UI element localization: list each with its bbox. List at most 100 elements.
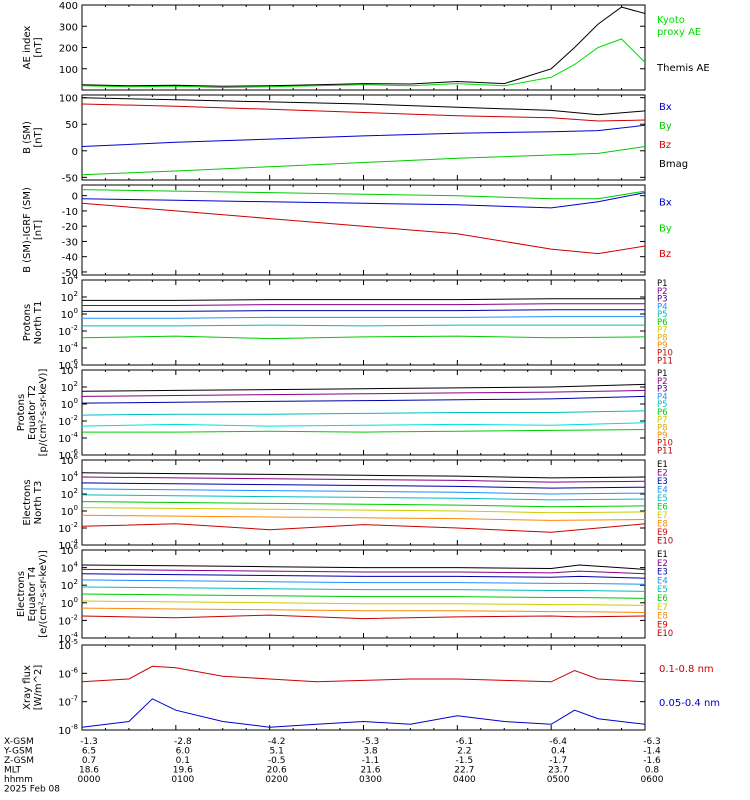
y-tick-label: 104 <box>61 561 79 575</box>
legend-label: E3 <box>657 568 668 578</box>
series-line-pe-3 <box>81 410 646 416</box>
y-axis-title-line: Xray flux <box>22 665 33 710</box>
series-line-en-6 <box>81 507 646 514</box>
y-tick-label-exponent: 0 <box>74 504 78 512</box>
legend-label: P1 <box>657 369 668 379</box>
series-line-en-5 <box>81 501 646 508</box>
y-tick-label: -50 <box>62 268 78 279</box>
footer-value: -1.1 <box>362 756 380 766</box>
y-tick-label: 102 <box>61 578 78 592</box>
legend-label: P3 <box>657 385 668 395</box>
y-tick-label: 100 <box>61 596 78 610</box>
series-line-pn-2 <box>82 309 645 312</box>
series-line-ee-1 <box>81 568 646 575</box>
y-axis-title-line: B (SM)-IGRF (SM) <box>22 187 33 273</box>
y-axis-title-line: Equator T2 <box>27 385 38 440</box>
series-line-pe-4 <box>81 422 646 427</box>
footer-value: -2.8 <box>174 737 192 747</box>
y-tick-label: 104 <box>61 273 79 287</box>
y-tick-label: -50 <box>62 173 78 184</box>
y-axis-title-line: Protons <box>16 394 27 431</box>
footer-value: 6.5 <box>82 747 96 757</box>
y-tick-label: 200 <box>59 44 78 55</box>
series-line-pe-2 <box>81 395 646 404</box>
legend-label: P7 <box>657 416 668 426</box>
footer-value: 20.6 <box>267 766 287 776</box>
legend-label: E3 <box>657 477 668 487</box>
series-line-en-1 <box>81 476 646 483</box>
y-tick-label-exponent: 2 <box>74 487 78 495</box>
series-line-xr-1 <box>81 698 646 728</box>
footer-value: 0.8 <box>645 766 660 776</box>
series-line-ae-1 <box>81 6 646 87</box>
legend-label: P5 <box>657 310 668 320</box>
legend-label: E4 <box>657 485 668 495</box>
y-tick-label: 100 <box>61 397 78 411</box>
series-line-ee-6 <box>81 600 646 606</box>
footer-value: 3.8 <box>363 747 378 757</box>
series-line-ee-5 <box>81 593 646 599</box>
series-line-bsm-3 <box>81 97 646 116</box>
y-tick-label-exponent: -8 <box>71 723 78 731</box>
legend-label: Bx <box>659 102 672 113</box>
footer-value: -6.3 <box>643 737 661 747</box>
y-axis-title-line: North T1 <box>33 301 44 345</box>
y-tick-label: 10-2 <box>58 324 78 338</box>
legend-label: P6 <box>657 408 668 418</box>
y-tick-label: 100 <box>59 65 78 76</box>
y-tick-label-exponent: -6 <box>71 666 79 674</box>
legend-label: P2 <box>657 287 668 297</box>
y-tick-label: -30 <box>62 237 78 248</box>
y-tick-label: 102 <box>61 290 78 304</box>
y-tick-label-exponent: 0 <box>74 596 78 604</box>
y-tick-label: 10-2 <box>58 521 78 535</box>
series-line-ae-0 <box>81 38 646 89</box>
footer-value: 0500 <box>547 775 570 785</box>
footer-value: 0000 <box>78 775 101 785</box>
series-line-bdiff-1 <box>81 189 646 200</box>
footer-value: -1.5 <box>456 756 474 766</box>
y-tick-label-exponent: 6 <box>74 453 79 461</box>
legend-label: Bx <box>659 198 672 209</box>
y-tick-label: 10-5 <box>58 638 78 652</box>
legend-label: E8 <box>657 519 668 529</box>
legend-label: P4 <box>657 392 668 402</box>
panel-frame <box>81 4 646 91</box>
series-line-ee-4 <box>81 586 646 592</box>
footer-value: 0.1 <box>176 756 190 766</box>
footer-value: 0300 <box>359 775 382 785</box>
y-tick-label-exponent: -6 <box>71 358 79 366</box>
y-tick-label-exponent: -5 <box>71 638 78 646</box>
y-tick-label-exponent: -2 <box>71 613 78 621</box>
legend-label: P6 <box>657 318 668 328</box>
footer-value: 0.7 <box>82 756 96 766</box>
y-tick-label: -10 <box>62 207 78 218</box>
series-line-pn-5 <box>81 335 646 340</box>
series-line-en-7 <box>81 514 646 521</box>
y-tick-label-exponent: -7 <box>71 695 78 703</box>
legend-label: E6 <box>657 502 668 512</box>
footer-value: -0.5 <box>268 756 286 766</box>
y-axis-title-line: [nT] <box>33 220 44 240</box>
y-tick-label: 400 <box>59 1 78 12</box>
footer-row-label: 2025 Feb 08 <box>4 785 60 795</box>
legend-label: E1 <box>657 550 668 560</box>
y-tick-label: 102 <box>61 487 78 501</box>
legend-label: By <box>659 121 672 132</box>
y-tick-label-exponent: -2 <box>71 324 78 332</box>
y-tick-label: 104 <box>61 363 79 377</box>
legend-label: P9 <box>657 341 668 351</box>
series-line-pe-1 <box>81 389 646 397</box>
legend-label: E10 <box>657 629 673 639</box>
legend-label: E1 <box>657 460 668 470</box>
series-line-en-4 <box>81 494 646 501</box>
series-line-bdiff-2 <box>81 202 646 255</box>
y-tick-label: 10-6 <box>58 666 78 680</box>
footer-value: 21.6 <box>360 766 380 776</box>
legend-label: E9 <box>657 528 668 538</box>
series-line-ee-2 <box>81 573 646 579</box>
